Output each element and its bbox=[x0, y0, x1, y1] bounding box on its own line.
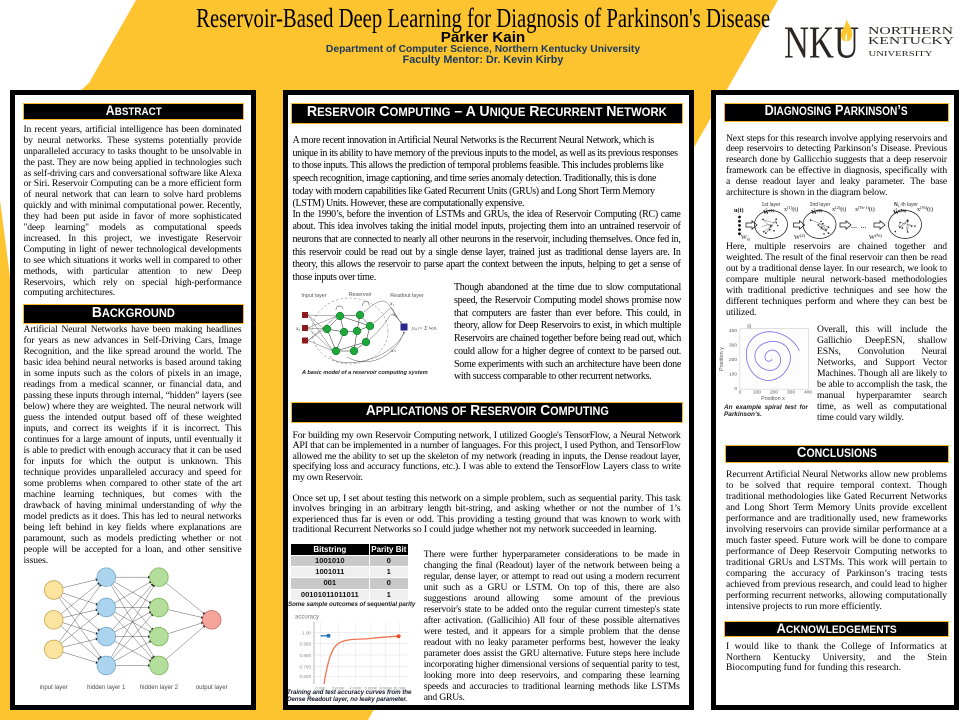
svg-text:A basic model of a reservoir c: A basic model of a reservoir computing s… bbox=[301, 370, 428, 376]
svg-text:x(Nₗ)(t): x(Nₗ)(t) bbox=[917, 205, 933, 213]
svg-text:Readout layer: Readout layer bbox=[390, 293, 424, 299]
svg-text:0.00K: 0.00K bbox=[315, 686, 326, 691]
svg-text:10.00K: 10.00K bbox=[393, 686, 406, 691]
svg-text:1.00: 1.00 bbox=[302, 631, 311, 636]
svg-text:x(2)(t): x(2)(t) bbox=[832, 205, 846, 213]
svg-text:output layer: output layer bbox=[196, 684, 228, 691]
svg-text:...: ... bbox=[861, 221, 867, 230]
svg-text:400: 400 bbox=[729, 328, 737, 334]
svg-text:0.900: 0.900 bbox=[300, 642, 312, 647]
svg-text:Win: Win bbox=[741, 234, 751, 242]
svg-text:300: 300 bbox=[729, 343, 737, 349]
svg-text:100: 100 bbox=[729, 372, 737, 378]
svg-text:Input layer: Input layer bbox=[301, 293, 326, 299]
svg-text:x₀: x₀ bbox=[295, 326, 300, 332]
svg-text:2.000K: 2.000K bbox=[332, 686, 345, 691]
svg-text:input layer: input layer bbox=[40, 684, 68, 691]
svg-text:yₒₓₜ= Σ wᵢxᵢ: yₒₓₜ= Σ wᵢxᵢ bbox=[411, 326, 437, 332]
svg-text:W(2): W(2) bbox=[794, 233, 806, 241]
svg-text:a): a) bbox=[747, 324, 752, 330]
svg-text:0.700: 0.700 bbox=[300, 664, 312, 669]
svg-text:300: 300 bbox=[787, 390, 795, 396]
svg-text:...: ... bbox=[851, 221, 857, 230]
svg-text:x₂: x₂ bbox=[392, 312, 397, 318]
svg-text:0.800: 0.800 bbox=[300, 653, 312, 658]
svg-text:hidden layer 2: hidden layer 2 bbox=[140, 684, 179, 691]
svg-text:6.000K: 6.000K bbox=[365, 686, 378, 691]
svg-text:KENTUCKY: KENTUCKY bbox=[868, 35, 954, 47]
svg-text:100: 100 bbox=[753, 390, 761, 396]
svg-text:W(Nₗ): W(Nₗ) bbox=[869, 233, 882, 241]
svg-text:NL-th layer: NL-th layer bbox=[894, 202, 918, 208]
svg-text:Reservoir: Reservoir bbox=[348, 292, 371, 298]
svg-text:400: 400 bbox=[804, 390, 812, 396]
svg-text:2nd layer: 2nd layer bbox=[810, 202, 831, 208]
svg-text:Position y: Position y bbox=[719, 347, 725, 371]
svg-text:x(Nₗ-1)(t): x(Nₗ-1)(t) bbox=[855, 205, 875, 213]
svg-text:accuracy: accuracy bbox=[295, 615, 319, 621]
svg-text:0: 0 bbox=[734, 386, 737, 392]
svg-text:4.000K: 4.000K bbox=[349, 686, 362, 691]
svg-text:0: 0 bbox=[739, 390, 742, 396]
svg-text:hidden layer 1: hidden layer 1 bbox=[87, 684, 126, 691]
svg-text:xₙ: xₙ bbox=[390, 348, 396, 354]
svg-text:200: 200 bbox=[729, 357, 737, 363]
svg-text:8.000K: 8.000K bbox=[379, 686, 392, 691]
svg-text:x₁: x₁ bbox=[389, 301, 394, 307]
svg-text:200: 200 bbox=[770, 390, 778, 396]
svg-text:Position x: Position x bbox=[761, 396, 785, 402]
svg-text:x(1)(t): x(1)(t) bbox=[784, 205, 798, 213]
svg-text:UNIVERSITY: UNIVERSITY bbox=[869, 50, 933, 58]
svg-text:NORTHERN: NORTHERN bbox=[868, 25, 953, 37]
svg-text:0.600: 0.600 bbox=[300, 674, 312, 679]
svg-text:u(t): u(t) bbox=[734, 207, 744, 214]
svg-text:1st layer: 1st layer bbox=[762, 202, 781, 208]
